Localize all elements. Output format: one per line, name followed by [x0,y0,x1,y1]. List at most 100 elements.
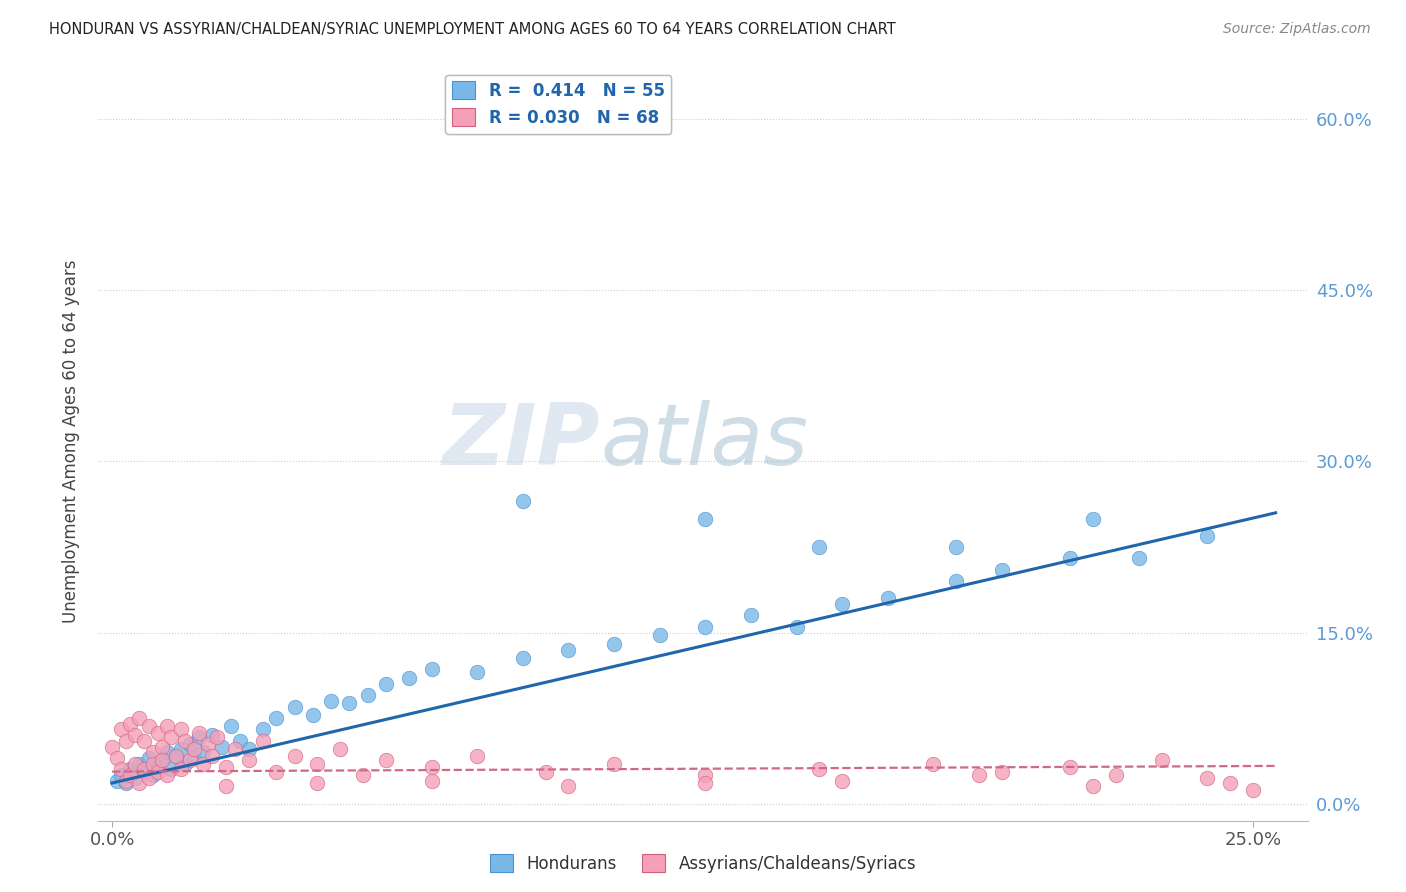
Legend: Hondurans, Assyrians/Chaldeans/Syriacs: Hondurans, Assyrians/Chaldeans/Syriacs [484,847,922,880]
Point [142,756,165,771]
Point [991,563,1014,577]
Point [557,642,579,657]
Point [307,756,329,771]
Point [398,671,420,685]
Point [150,739,173,754]
Point [876,591,898,606]
Point [603,756,626,771]
Point [120,768,142,782]
Point [284,699,307,714]
Point [138,772,160,786]
Point [165,748,187,763]
Point [238,753,260,767]
Point [211,739,233,754]
Point [329,741,352,756]
Point [808,540,831,554]
Point [201,748,224,763]
Point [105,751,128,765]
Point [1059,551,1081,566]
Point [695,511,717,525]
Point [512,494,534,508]
Point [105,773,128,788]
Point [187,731,209,745]
Point [160,731,183,745]
Point [193,745,215,759]
Point [128,711,150,725]
Text: ZIP: ZIP [443,400,600,483]
Point [132,764,155,779]
Point [266,764,288,779]
Point [266,711,288,725]
Point [179,737,201,751]
Point [205,731,228,745]
Point [183,741,205,756]
Point [465,665,488,680]
Point [1105,768,1128,782]
Point [420,760,443,774]
Text: HONDURAN VS ASSYRIAN/CHALDEAN/SYRIAC UNEMPLOYMENT AMONG AGES 60 TO 64 YEARS CORR: HONDURAN VS ASSYRIAN/CHALDEAN/SYRIAC UNE… [49,22,896,37]
Point [534,764,557,779]
Point [1081,780,1104,794]
Point [156,745,179,759]
Point [1197,528,1219,542]
Point [193,756,215,771]
Point [648,628,671,642]
Point [120,762,142,776]
Point [512,650,534,665]
Point [201,728,224,742]
Point [146,726,169,740]
Point [197,737,219,751]
Point [252,734,274,748]
Point [128,756,150,771]
Point [219,719,242,733]
Point [786,620,808,634]
Point [183,751,205,765]
Point [922,756,945,771]
Point [179,753,201,767]
Text: atlas: atlas [600,400,808,483]
Point [132,762,155,776]
Point [557,780,579,794]
Point [128,776,150,790]
Point [695,776,717,790]
Point [160,762,183,776]
Point [110,762,132,776]
Point [420,662,443,676]
Point [146,760,169,774]
Point [120,716,142,731]
Point [156,719,179,733]
Point [695,620,717,634]
Point [284,748,307,763]
Point [302,707,325,722]
Point [110,768,132,782]
Point [174,734,197,748]
Point [1197,772,1219,786]
Point [1219,776,1241,790]
Point [138,719,160,733]
Point [114,776,136,790]
Point [321,694,343,708]
Point [374,753,396,767]
Point [156,768,179,782]
Point [124,756,146,771]
Point [169,723,191,737]
Point [114,773,136,788]
Point [150,753,173,767]
Point [967,768,990,782]
Point [229,734,252,748]
Legend: R =  0.414   N = 55, R = 0.030   N = 68: R = 0.414 N = 55, R = 0.030 N = 68 [446,75,671,134]
Text: Source: ZipAtlas.com: Source: ZipAtlas.com [1223,22,1371,37]
Point [1241,782,1264,797]
Point [945,540,967,554]
Point [224,741,246,756]
Point [169,741,191,756]
Point [132,734,155,748]
Point [356,688,378,702]
Point [740,608,762,623]
Point [110,723,132,737]
Point [307,776,329,790]
Point [215,780,238,794]
Point [238,741,260,756]
Point [150,753,173,767]
Point [114,734,136,748]
